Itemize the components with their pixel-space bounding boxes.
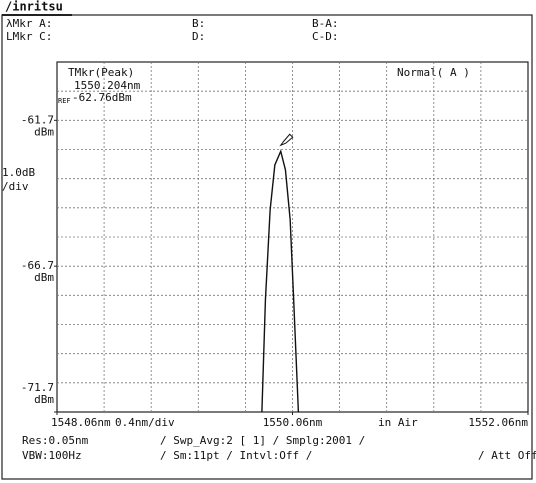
x-tick-label: 1550.06nm: [263, 416, 323, 429]
ref-tag: REF: [58, 97, 71, 105]
header: C-D:: [312, 30, 339, 43]
x-scale: 0.4nm/div: [115, 416, 175, 429]
peak-marker: [279, 133, 294, 147]
x-tick-label: 1552.06nm: [468, 416, 528, 429]
marker-level: -62.76dBm: [72, 91, 132, 104]
medium: in Air: [378, 416, 418, 429]
y-tick-label: -61.7: [21, 113, 54, 126]
header: λMkr A:: [6, 17, 52, 30]
header: LMkr C:: [6, 30, 52, 43]
footer: / Swp_Avg:2 [ 1] / Smplg:2001 /: [160, 434, 365, 447]
y-scale: 1.0dB: [2, 166, 35, 179]
y-tick-label: -71.7: [21, 381, 54, 394]
footer: / Att Off: [478, 449, 536, 462]
y-unit: dBm: [34, 271, 54, 284]
y-unit: dBm: [34, 393, 54, 406]
marker-title: TMkr(Peak): [68, 66, 134, 79]
header: B:: [192, 17, 205, 30]
frame: [1, 14, 533, 480]
y-scale-unit: /div: [2, 180, 29, 193]
logo: /inritsu: [5, 0, 63, 14]
footer: Res:0.05nm: [22, 434, 89, 447]
x-tick-label: 1548.06nm: [51, 416, 111, 429]
mode: Normal( A ): [397, 66, 470, 79]
y-unit: dBm: [34, 125, 54, 138]
footer: / Sm:11pt / Intvl:Off /: [160, 449, 312, 462]
footer: VBW:100Hz: [22, 449, 82, 462]
header: D:: [192, 30, 205, 43]
trace: [261, 149, 300, 413]
header: B-A:: [312, 17, 339, 30]
marker-wavelength: 1550.204nm: [74, 79, 141, 92]
y-tick-label: -66.7: [21, 259, 54, 272]
